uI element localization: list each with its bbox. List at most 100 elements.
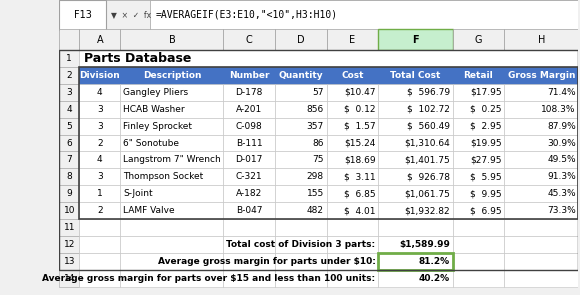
Bar <box>378 202 452 219</box>
Text: 3: 3 <box>67 88 72 97</box>
Bar <box>275 84 327 101</box>
Text: $1,310.64: $1,310.64 <box>404 139 450 148</box>
Text: 4: 4 <box>97 88 103 97</box>
Bar <box>59 151 578 168</box>
Text: $  596.79: $ 596.79 <box>407 88 450 97</box>
Bar <box>59 135 79 151</box>
Text: A: A <box>96 35 103 45</box>
Bar <box>378 253 452 270</box>
Text: 45.3%: 45.3% <box>548 189 576 198</box>
Bar <box>223 219 275 236</box>
Bar <box>79 118 121 135</box>
Bar <box>452 270 504 286</box>
Bar <box>275 202 327 219</box>
Text: 3: 3 <box>97 105 103 114</box>
Bar <box>275 270 327 286</box>
Bar <box>121 30 223 50</box>
Text: Retail: Retail <box>463 71 493 80</box>
Text: Average gross margin for parts over $15 and less than 100 units:: Average gross margin for parts over $15 … <box>42 274 375 283</box>
Text: C: C <box>246 35 253 45</box>
Bar <box>327 30 378 50</box>
Bar <box>504 185 578 202</box>
Bar <box>59 270 578 286</box>
Text: 11: 11 <box>64 223 75 232</box>
Text: =AVERAGEIF(E3:E10,"<10",H3:H10): =AVERAGEIF(E3:E10,"<10",H3:H10) <box>155 10 338 20</box>
Bar <box>275 219 327 236</box>
Text: Gross Margin: Gross Margin <box>508 71 575 80</box>
Bar <box>327 270 378 286</box>
Bar <box>378 118 452 135</box>
Bar <box>378 30 452 50</box>
Text: 81.2%: 81.2% <box>419 257 450 266</box>
Bar <box>59 0 578 30</box>
Text: $10.47: $10.47 <box>344 88 375 97</box>
Text: LAMF Valve: LAMF Valve <box>123 206 175 215</box>
Text: $17.95: $17.95 <box>470 88 502 97</box>
Text: 10: 10 <box>64 206 75 215</box>
Bar <box>275 151 327 168</box>
Text: 4: 4 <box>67 105 72 114</box>
Bar <box>504 253 578 270</box>
Text: $19.95: $19.95 <box>470 139 502 148</box>
Text: 2: 2 <box>97 206 103 215</box>
Bar <box>452 135 504 151</box>
Text: 856: 856 <box>307 105 324 114</box>
Text: HCAB Washer: HCAB Washer <box>123 105 184 114</box>
Text: $  6.85: $ 6.85 <box>344 189 375 198</box>
Bar <box>504 270 578 286</box>
Bar <box>504 84 578 101</box>
Bar <box>452 253 504 270</box>
Text: 3: 3 <box>97 172 103 181</box>
Bar <box>327 84 378 101</box>
Text: 6: 6 <box>67 139 72 148</box>
Bar <box>223 168 275 185</box>
Bar <box>452 219 504 236</box>
Bar <box>121 185 223 202</box>
Bar <box>59 50 79 67</box>
Text: Parts Database: Parts Database <box>84 52 192 65</box>
Text: Quantity: Quantity <box>278 71 323 80</box>
Bar <box>121 202 223 219</box>
Text: 2: 2 <box>67 71 72 80</box>
Text: 14: 14 <box>64 274 75 283</box>
Text: 5: 5 <box>67 122 72 131</box>
Bar <box>223 253 275 270</box>
Text: $  9.95: $ 9.95 <box>470 189 502 198</box>
Bar <box>327 236 378 253</box>
Bar <box>275 168 327 185</box>
Text: 49.5%: 49.5% <box>548 155 576 164</box>
Text: D-017: D-017 <box>235 155 263 164</box>
Text: 357: 357 <box>307 122 324 131</box>
Bar <box>59 151 79 168</box>
Text: 1: 1 <box>97 189 103 198</box>
Bar <box>59 185 578 202</box>
Bar <box>327 135 378 151</box>
Text: $  6.95: $ 6.95 <box>470 206 502 215</box>
Bar <box>275 118 327 135</box>
Bar <box>59 118 79 135</box>
Bar <box>59 219 578 236</box>
Bar <box>223 236 275 253</box>
Text: 73.3%: 73.3% <box>547 206 576 215</box>
Bar <box>504 219 578 236</box>
Bar <box>59 202 79 219</box>
Bar <box>121 236 223 253</box>
Bar <box>327 185 378 202</box>
Text: Thompson Socket: Thompson Socket <box>123 172 203 181</box>
Text: Finley Sprocket: Finley Sprocket <box>123 122 192 131</box>
Text: Number: Number <box>229 71 270 80</box>
Bar <box>59 253 79 270</box>
Bar <box>223 202 275 219</box>
Bar <box>121 270 223 286</box>
Bar <box>79 135 121 151</box>
Bar <box>452 151 504 168</box>
Bar <box>378 219 452 236</box>
Bar <box>59 84 578 101</box>
Bar <box>378 135 452 151</box>
Bar <box>223 185 275 202</box>
Bar <box>378 84 452 101</box>
Bar <box>121 253 223 270</box>
Bar <box>59 101 578 118</box>
Bar <box>504 101 578 118</box>
Text: $18.69: $18.69 <box>344 155 375 164</box>
